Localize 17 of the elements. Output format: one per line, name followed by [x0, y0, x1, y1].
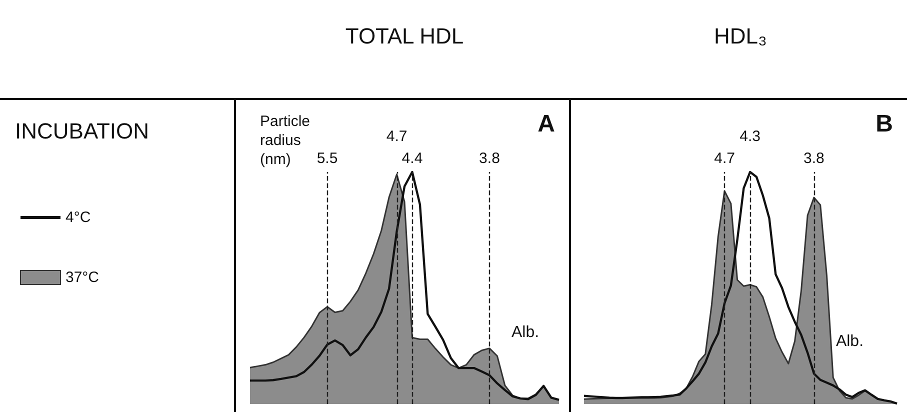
x-tick-label: 4.4	[402, 150, 423, 167]
annotation: Alb.	[836, 333, 864, 350]
chart-title: HDL₃	[714, 24, 767, 48]
legend-label: 4°C	[66, 209, 91, 226]
text: Particle radius (nm)	[260, 113, 314, 168]
legend-label: 37°C	[66, 269, 100, 286]
x-tick-label: 5.5	[316, 150, 338, 167]
chart-title: TOTAL HDL	[345, 24, 464, 48]
text: B	[876, 110, 894, 138]
annotation: Alb.	[511, 324, 540, 341]
x-tick-label: 4.7	[386, 128, 408, 145]
x-tick-label: 4.7	[714, 150, 735, 167]
text: A	[538, 110, 556, 138]
x-tick-label: 4.3	[740, 128, 761, 145]
x-tick-label: 3.8	[479, 150, 500, 167]
x-tick-label: 3.8	[804, 150, 824, 167]
legend-title: INCUBATION	[15, 118, 150, 144]
